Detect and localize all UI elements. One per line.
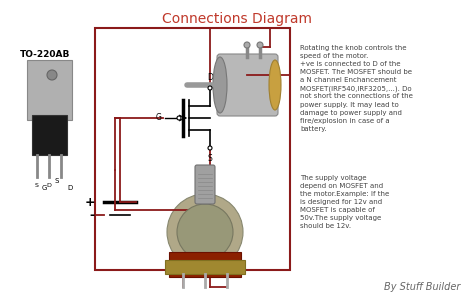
Text: G: G bbox=[41, 185, 46, 191]
Circle shape bbox=[167, 194, 243, 270]
Text: TO-220AB: TO-220AB bbox=[20, 50, 70, 59]
FancyBboxPatch shape bbox=[217, 54, 278, 116]
Text: D: D bbox=[67, 185, 73, 191]
Ellipse shape bbox=[213, 57, 227, 113]
Text: G: G bbox=[156, 113, 162, 122]
FancyBboxPatch shape bbox=[169, 252, 241, 277]
Text: S: S bbox=[55, 178, 59, 184]
Text: S: S bbox=[35, 183, 39, 188]
Text: S: S bbox=[208, 154, 212, 163]
Text: +: + bbox=[84, 196, 95, 208]
Text: Connections Diagram: Connections Diagram bbox=[162, 12, 312, 26]
Circle shape bbox=[177, 204, 233, 260]
Circle shape bbox=[208, 146, 212, 150]
Circle shape bbox=[244, 42, 250, 48]
Circle shape bbox=[257, 42, 263, 48]
Text: The supply voltage
depend on MOSFET and
the motor.Example: If the
is designed fo: The supply voltage depend on MOSFET and … bbox=[300, 175, 389, 229]
Circle shape bbox=[177, 116, 181, 120]
Bar bbox=[95, 28, 290, 270]
Ellipse shape bbox=[269, 60, 281, 110]
Text: -: - bbox=[90, 208, 95, 221]
Text: D: D bbox=[46, 183, 52, 188]
Text: D: D bbox=[207, 73, 213, 82]
Text: By Stuff Builder: By Stuff Builder bbox=[383, 282, 460, 292]
Polygon shape bbox=[32, 115, 67, 155]
Circle shape bbox=[208, 86, 212, 90]
Text: Rotating the knob controls the
speed of the motor.
+ve is connected to D of the
: Rotating the knob controls the speed of … bbox=[300, 45, 413, 131]
FancyBboxPatch shape bbox=[195, 165, 215, 204]
Circle shape bbox=[47, 70, 57, 80]
Polygon shape bbox=[27, 60, 72, 120]
FancyBboxPatch shape bbox=[165, 260, 245, 274]
